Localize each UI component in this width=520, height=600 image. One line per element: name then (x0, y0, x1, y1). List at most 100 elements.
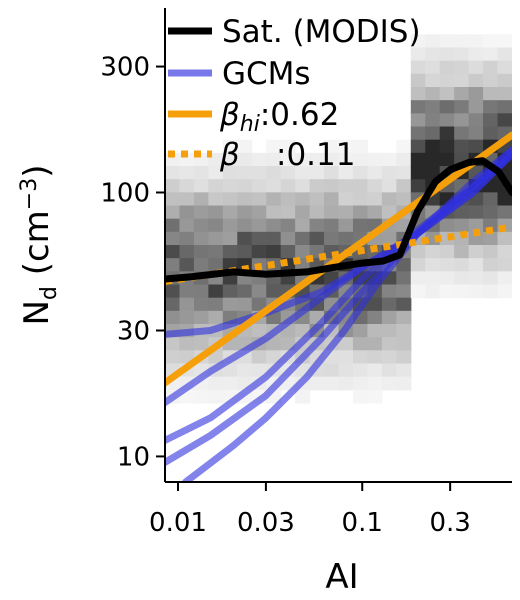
heatmap-cell (222, 218, 238, 233)
heatmap-cell (352, 389, 369, 404)
heatmap-cell (497, 245, 512, 259)
heatmap-cell (454, 34, 470, 49)
heatmap-cell (410, 179, 426, 193)
heatmap-cell (338, 231, 354, 246)
heatmap-cell (165, 205, 181, 220)
y-axis-label-unit: (cm (17, 210, 57, 286)
heatmap-cell (468, 139, 484, 154)
heatmap-cell (367, 363, 383, 378)
heatmap-cell (165, 350, 181, 365)
heatmap-cell (338, 337, 354, 351)
svg-text:Nd (cm−3): Nd (cm−3) (17, 165, 62, 326)
heatmap-cell (309, 179, 325, 193)
heatmap-cell (338, 152, 354, 167)
heatmap-cell (165, 166, 181, 180)
heatmap-cell (193, 337, 209, 351)
heatmap-cell (237, 218, 253, 233)
heatmap-cell (208, 179, 224, 193)
heatmap-cell (483, 34, 499, 49)
heatmap-cell (497, 113, 512, 128)
heatmap-cell (237, 166, 253, 180)
heatmap-cell (208, 297, 224, 312)
heatmap-cell (324, 205, 340, 220)
y-tick-label: 300 (100, 53, 150, 83)
heatmap-cell (483, 245, 499, 259)
heatmap-cell (425, 100, 441, 114)
heatmap-cell (193, 245, 209, 259)
heatmap-cell (381, 363, 397, 378)
heatmap-cell (439, 284, 455, 299)
heatmap-cell (396, 152, 412, 167)
heatmap-cell (179, 192, 195, 207)
heatmap-cell (439, 73, 455, 88)
heatmap-cell (439, 87, 455, 101)
heatmap-cell (497, 231, 512, 246)
heatmap-cell (338, 350, 354, 365)
heatmap-cell (324, 139, 340, 154)
heatmap-cell (324, 218, 340, 233)
heatmap-cell (237, 297, 253, 312)
heatmap-cell (468, 87, 484, 101)
heatmap-cell (425, 126, 441, 141)
heatmap-cell (454, 113, 470, 128)
heatmap-cell (266, 284, 282, 299)
heatmap-cell (208, 284, 224, 299)
heatmap-cell (280, 192, 296, 207)
heatmap-cell (266, 205, 282, 220)
heatmap-cell (324, 231, 340, 246)
heatmap-cell (367, 350, 383, 365)
heatmap-cell (208, 389, 224, 404)
heatmap-cell (425, 47, 441, 62)
heatmap-cell (454, 87, 470, 101)
axes (164, 8, 512, 483)
heatmap-cell (410, 126, 426, 141)
heatmap-cell (497, 87, 512, 101)
heatmap-cell (208, 166, 224, 180)
heatmap-cell (251, 297, 267, 312)
heatmap-cell (352, 337, 369, 351)
legend-label-gcms: GCMs (222, 56, 311, 92)
heatmap-cell (410, 100, 426, 114)
heatmap-cell (468, 218, 484, 233)
series-line-sat (165, 157, 512, 283)
heatmap-cell (309, 231, 325, 246)
y-axis-label-n: N (17, 300, 57, 325)
heatmap-cell (237, 192, 253, 207)
heatmap-cell (251, 363, 267, 378)
heatmap-cell (266, 337, 282, 351)
heatmap-cell (468, 100, 484, 114)
heatmap-cell (468, 284, 484, 299)
heatmap-cell (352, 324, 369, 338)
heatmap-cell (309, 152, 325, 167)
heatmap-cell (309, 376, 325, 391)
heatmap-cell (497, 258, 512, 272)
heatmap-cell (396, 271, 412, 286)
heatmap-cell (309, 192, 325, 207)
heatmap-cell (497, 205, 512, 220)
x-axis-label: AI (325, 557, 358, 597)
heatmap-cell (295, 179, 311, 193)
heatmap-cell (425, 271, 441, 286)
heatmap-cell (497, 34, 512, 49)
heatmap-cell (439, 218, 455, 233)
heatmap-cell (410, 271, 426, 286)
heatmap-cell (381, 297, 397, 312)
heatmap-cell (367, 389, 383, 404)
heatmap-cell (483, 60, 499, 75)
heatmap-cell (222, 139, 238, 154)
y-axis-label-exp: −3 (17, 178, 42, 210)
heatmap-cell (251, 205, 267, 220)
heatmap-cell (179, 205, 195, 220)
heatmap-cell (410, 87, 426, 101)
y-axis-label-sub: d (37, 286, 62, 300)
heatmap-cell (165, 218, 181, 233)
heatmap-cell (352, 179, 369, 193)
heatmap-cell (483, 87, 499, 101)
heatmap-cell (251, 166, 267, 180)
heatmap-cell (179, 218, 195, 233)
heatmap-cell (381, 284, 397, 299)
heatmap-cell (309, 166, 325, 180)
heatmap-cell (338, 205, 354, 220)
heatmap-cell (193, 218, 209, 233)
heatmap-cell (208, 258, 224, 272)
